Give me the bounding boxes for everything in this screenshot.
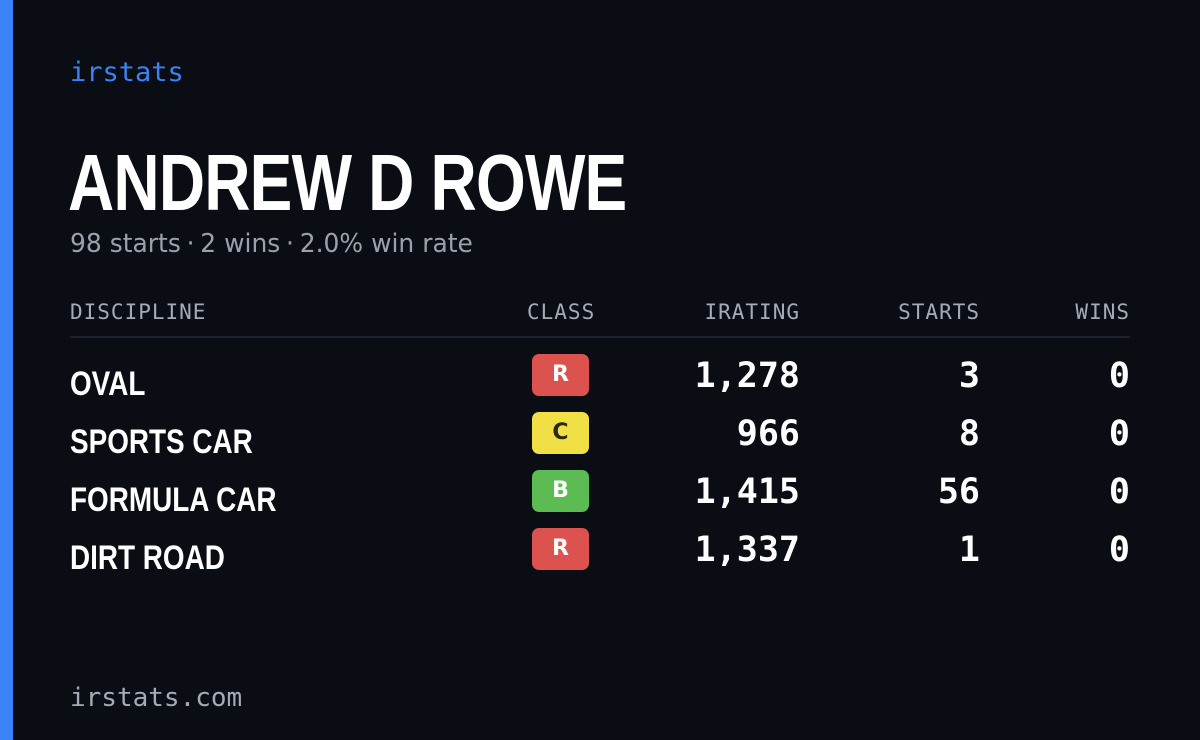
discipline-name: OVAL — [70, 365, 146, 403]
discipline-name: DIRT ROAD — [70, 539, 225, 577]
accent-bar — [0, 0, 13, 740]
table-body: OVAL R 1,278 3 0 SPORTS CAR C 966 8 0 FO… — [70, 354, 1130, 586]
header-irating: IRATING — [704, 300, 800, 324]
irating-value: 1,337 — [694, 530, 800, 570]
brand-logo: irstats — [70, 57, 184, 88]
starts-value: 1 — [958, 530, 980, 570]
table-row: SPORTS CAR C 966 8 0 — [70, 412, 1130, 470]
wins-value: 0 — [1108, 530, 1130, 570]
class-badge: C — [532, 412, 589, 454]
class-badge: R — [532, 528, 589, 570]
summary-separator: · — [186, 229, 195, 259]
wins-value: 0 — [1108, 414, 1130, 454]
irating-value: 1,278 — [694, 356, 800, 396]
starts-value: 56 — [937, 472, 980, 512]
header-wins: WINS — [1075, 300, 1130, 324]
summary-separator: · — [286, 229, 294, 259]
discipline-name: SPORTS CAR — [70, 423, 253, 461]
table-header: DISCIPLINE CLASS IRATING STARTS WINS — [70, 296, 1130, 338]
footer-url: irstats.com — [70, 683, 243, 713]
table-row: OVAL R 1,278 3 0 — [70, 354, 1130, 412]
irating-value: 966 — [736, 414, 800, 454]
starts-value: 3 — [958, 356, 980, 396]
starts-value: 8 — [958, 414, 980, 454]
class-badge: R — [532, 354, 589, 396]
discipline-name: FORMULA CAR — [70, 481, 277, 519]
table-row: DIRT ROAD R 1,337 1 0 — [70, 528, 1130, 586]
irating-value: 1,415 — [694, 472, 800, 512]
driver-name: ANDREW D ROWE — [68, 138, 627, 227]
header-class: CLASS — [527, 300, 596, 324]
header-discipline: DISCIPLINE — [70, 300, 207, 324]
table-row: FORMULA CAR B 1,415 56 0 — [70, 470, 1130, 528]
summary-wins: 2 wins — [200, 229, 281, 259]
header-starts: STARTS — [898, 300, 980, 324]
summary-starts: 98 starts — [70, 229, 181, 259]
wins-value: 0 — [1108, 356, 1130, 396]
wins-value: 0 — [1108, 472, 1130, 512]
driver-summary: 98 starts · 2 wins · 2.0% win rate — [70, 226, 473, 262]
class-badge: B — [532, 470, 589, 512]
license-table: DISCIPLINE CLASS IRATING STARTS WINS OVA… — [70, 296, 1130, 577]
summary-win-rate: 2.0% win rate — [299, 229, 473, 259]
